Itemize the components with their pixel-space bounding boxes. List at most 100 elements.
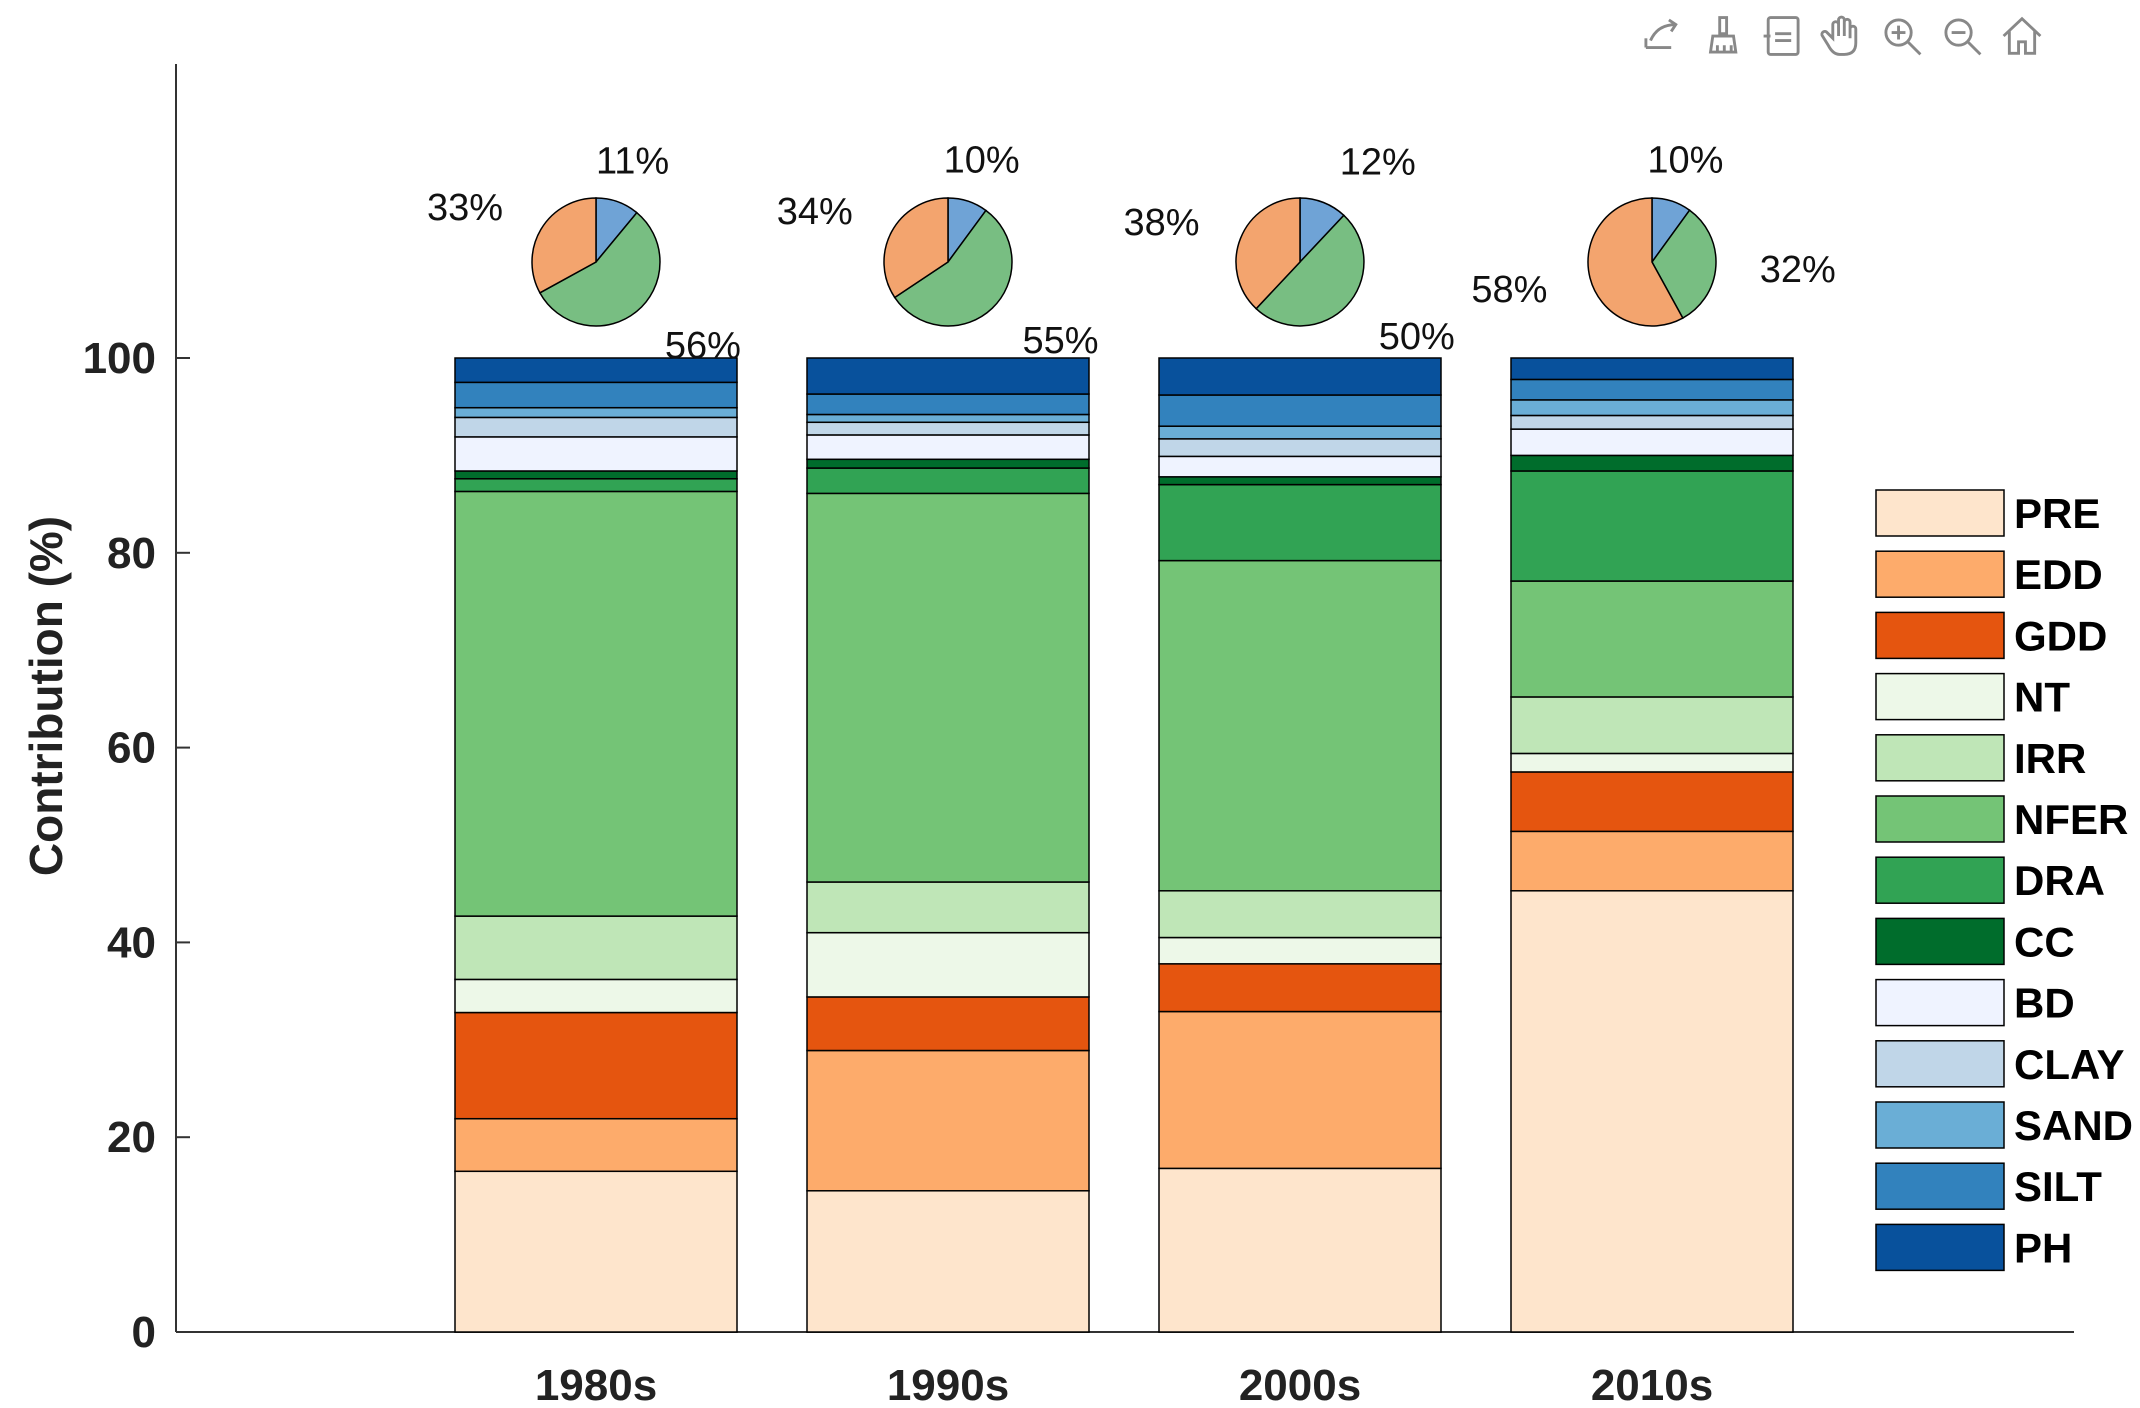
bar-segment-edd bbox=[454, 1117, 738, 1173]
legend-entry-silt: SILT bbox=[1875, 1162, 2102, 1210]
pie-percent-label: 10% bbox=[1647, 139, 1723, 181]
export-icon bbox=[1644, 18, 1678, 49]
legend-label: CC bbox=[2014, 918, 2075, 965]
legend-swatch bbox=[1875, 734, 2005, 782]
legend-swatch bbox=[1875, 856, 2005, 904]
pan-button[interactable] bbox=[1814, 8, 1870, 64]
chart-axes: 0 20 40 60 80 100 1980s 1990s 2000s 2010s bbox=[83, 64, 2074, 1408]
pie-percent-label: 58% bbox=[1471, 269, 1547, 311]
bar-segment-cc bbox=[1158, 476, 1442, 486]
legend-label: DRA bbox=[2014, 857, 2105, 904]
pie-percent-label: 50% bbox=[1379, 316, 1455, 358]
pie-percent-label: 32% bbox=[1760, 249, 1836, 291]
bar-segment-nfer bbox=[454, 490, 738, 917]
datatip-button[interactable] bbox=[1754, 8, 1810, 64]
legend-label: PRE bbox=[2014, 490, 2100, 537]
bar-segment-bd bbox=[1158, 455, 1442, 478]
pie-slice bbox=[1587, 197, 1684, 327]
bar-segment-nt bbox=[806, 931, 1090, 998]
bar-segment-edd bbox=[1158, 1010, 1442, 1170]
home-button[interactable] bbox=[1994, 8, 2050, 64]
datatip-icon bbox=[1763, 16, 1800, 56]
bar-segment-nt bbox=[1158, 936, 1442, 965]
y-tick-label: 100 bbox=[83, 334, 156, 383]
bar-segment-nt bbox=[454, 978, 738, 1014]
bar-segment-sand bbox=[454, 406, 738, 419]
pie-percent-label: 33% bbox=[427, 187, 503, 229]
bar-segment-irr bbox=[1510, 696, 1794, 755]
bar-segment-gdd bbox=[1510, 771, 1794, 833]
legend: PRE EDD GDD NT IRR NFER DRA CC BD CLAY SAND SILT PH bbox=[1875, 489, 2133, 1271]
bar-segment-pre bbox=[806, 1190, 1090, 1333]
pie-percent-label: 56% bbox=[665, 325, 741, 367]
bar-segment-irr bbox=[806, 881, 1090, 934]
y-tick-label: 0 bbox=[132, 1308, 156, 1357]
legend-swatch bbox=[1875, 489, 2005, 537]
pie-percent-label: 12% bbox=[1340, 142, 1416, 184]
bar-segment-nfer bbox=[1510, 580, 1794, 698]
y-tick-label: 60 bbox=[107, 724, 156, 773]
bar-segment-gdd bbox=[1158, 963, 1442, 1013]
legend-swatch bbox=[1875, 1162, 2005, 1210]
bar-segment-ph bbox=[806, 357, 1090, 395]
bar-segment-nt bbox=[1510, 752, 1794, 773]
legend-entry-pre: PRE bbox=[1875, 489, 2100, 537]
bar-segment-dra bbox=[1510, 470, 1794, 582]
bar-segment-ph bbox=[1158, 357, 1442, 396]
legend-entry-gdd: GDD bbox=[1875, 611, 2107, 659]
bar-segment-nfer bbox=[806, 492, 1090, 883]
legend-label: EDD bbox=[2014, 551, 2103, 598]
bar-segment-cc bbox=[806, 458, 1090, 469]
legend-label: PH bbox=[2014, 1224, 2072, 1271]
pie-slice bbox=[1255, 214, 1365, 327]
bar-segment-cc bbox=[1510, 454, 1794, 472]
bar-segment-silt bbox=[1158, 394, 1442, 427]
legend-swatch bbox=[1875, 672, 2005, 721]
export-button[interactable] bbox=[1634, 8, 1690, 64]
pie-percent-label: 10% bbox=[944, 139, 1020, 181]
legend-swatch bbox=[1875, 795, 2005, 843]
legend-swatch bbox=[1875, 1101, 2005, 1149]
bar-segment-pre bbox=[1158, 1167, 1442, 1333]
bar-segment-ph bbox=[1510, 357, 1794, 381]
bar-segment-bd bbox=[806, 434, 1090, 461]
bar-stack-2010s bbox=[1510, 357, 1794, 1333]
bar-segment-clay bbox=[1510, 414, 1794, 430]
bar-segment-silt bbox=[454, 381, 738, 409]
zoom-out-button[interactable] bbox=[1934, 8, 1990, 64]
x-tick-label: 1980s bbox=[535, 1361, 657, 1408]
legend-label: GDD bbox=[2014, 612, 2107, 659]
y-tick-label: 40 bbox=[107, 918, 156, 967]
bar-segment-pre bbox=[454, 1170, 738, 1333]
pie-2010s: 10% 32% 58% bbox=[1471, 139, 1836, 327]
pie-1980s: 11% 56% 33% bbox=[427, 140, 741, 367]
legend-swatch bbox=[1875, 1040, 2005, 1088]
legend-entry-clay: CLAY bbox=[1875, 1040, 2124, 1088]
bar-segment-pre bbox=[1510, 890, 1794, 1333]
pie-percent-label: 38% bbox=[1124, 202, 1200, 244]
bar-stacks bbox=[454, 357, 1794, 1333]
x-tick-label: 2000s bbox=[1239, 1361, 1361, 1408]
bar-segment-irr bbox=[1158, 890, 1442, 939]
y-tick-label: 80 bbox=[107, 529, 156, 578]
bar-segment-bd bbox=[1510, 428, 1794, 457]
y-axis-label: Contribution (%) bbox=[20, 516, 72, 876]
bar-stack-1980s bbox=[454, 357, 738, 1333]
bar-segment-irr bbox=[454, 915, 738, 981]
bar-segment-edd bbox=[806, 1049, 1090, 1192]
zoom-in-button[interactable] bbox=[1874, 8, 1930, 64]
legend-entry-dra: DRA bbox=[1875, 856, 2105, 904]
brush-button[interactable] bbox=[1694, 8, 1750, 64]
bar-segment-dra bbox=[1158, 483, 1442, 562]
bar-segment-bd bbox=[454, 436, 738, 472]
pie-slice bbox=[1651, 209, 1717, 320]
legend-entry-nt: NT bbox=[1875, 672, 2070, 721]
bar-segment-dra bbox=[806, 467, 1090, 495]
bar-segment-clay bbox=[454, 416, 738, 438]
pan-hand-icon bbox=[1820, 15, 1858, 56]
bar-segment-silt bbox=[806, 393, 1090, 416]
legend-swatch bbox=[1875, 917, 2005, 966]
bar-segment-ph bbox=[454, 357, 738, 384]
legend-entry-cc: CC bbox=[1875, 917, 2075, 966]
